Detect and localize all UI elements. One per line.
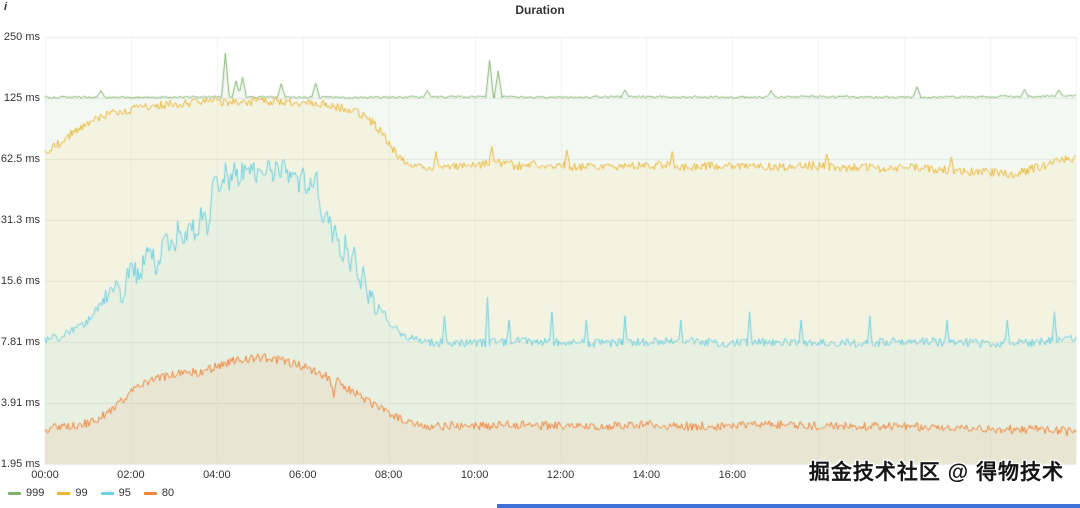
y-axis-label: 62.5 ms [0, 152, 40, 165]
panel-title[interactable]: Duration [515, 3, 565, 17]
legend-item-95[interactable]: 95 [100, 487, 131, 499]
legend-label: 80 [161, 487, 175, 499]
legend-item-999[interactable]: 999 [8, 487, 44, 499]
y-axis-label: 1.95 ms [0, 458, 40, 470]
legend-label: 999 [26, 487, 45, 499]
bottom-strip-decoration [497, 504, 1080, 508]
legend: 999 99 95 80 [8, 487, 174, 499]
legend-color-icon [8, 491, 21, 495]
x-axis-label: 12:00 [546, 469, 575, 481]
legend-label: 99 [75, 487, 88, 499]
legend-item-80[interactable]: 80 [143, 487, 175, 499]
legend-color-icon [143, 491, 157, 495]
x-axis: 00:00 02:00 04:00 06:00 08:00 10:00 12:00 14:00… [0, 469, 1080, 483]
y-axis: 250 ms 125 ms 62.5 ms 31.3 ms 15.6 ms 7.81 ms… [0, 0, 41, 508]
y-axis-label: 250 ms [3, 31, 40, 43]
watermark-text: 掘金技术社区 @ 得物技术 [808, 461, 1064, 484]
info-icon[interactable]: i [4, 1, 8, 13]
y-axis-label: 7.81 ms [0, 335, 40, 348]
legend-item-99[interactable]: 99 [57, 487, 88, 499]
x-axis-label: 04:00 [203, 469, 231, 481]
x-axis-label: 06:00 [288, 469, 317, 481]
x-axis-label: 08:00 [374, 469, 403, 481]
y-axis-label: 125 ms [3, 91, 40, 104]
x-axis-label: 02:00 [117, 469, 145, 481]
x-axis-label: 10:00 [460, 469, 489, 481]
y-axis-label: 15.6 ms [0, 275, 40, 288]
y-axis-label: 3.91 ms [0, 396, 40, 409]
legend-color-icon [57, 491, 71, 495]
x-axis-label: 00:00 [31, 469, 59, 481]
legend-label: 95 [118, 487, 131, 499]
legend-color-icon [100, 491, 114, 495]
x-axis-label: 14:00 [632, 469, 661, 481]
y-axis-label: 31.3 ms [0, 213, 40, 226]
x-axis-label: 16:00 [718, 469, 747, 481]
